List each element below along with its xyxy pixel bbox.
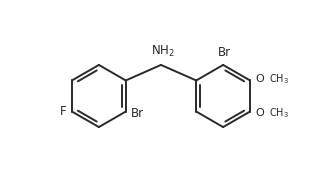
Text: O: O	[256, 74, 264, 84]
Text: CH$_3$: CH$_3$	[269, 106, 289, 120]
Text: Br: Br	[218, 46, 231, 59]
Text: F: F	[60, 105, 66, 118]
Text: O: O	[256, 108, 264, 118]
Text: NH$_2$: NH$_2$	[151, 44, 175, 59]
Text: Br: Br	[131, 107, 145, 120]
Text: CH$_3$: CH$_3$	[269, 72, 289, 86]
